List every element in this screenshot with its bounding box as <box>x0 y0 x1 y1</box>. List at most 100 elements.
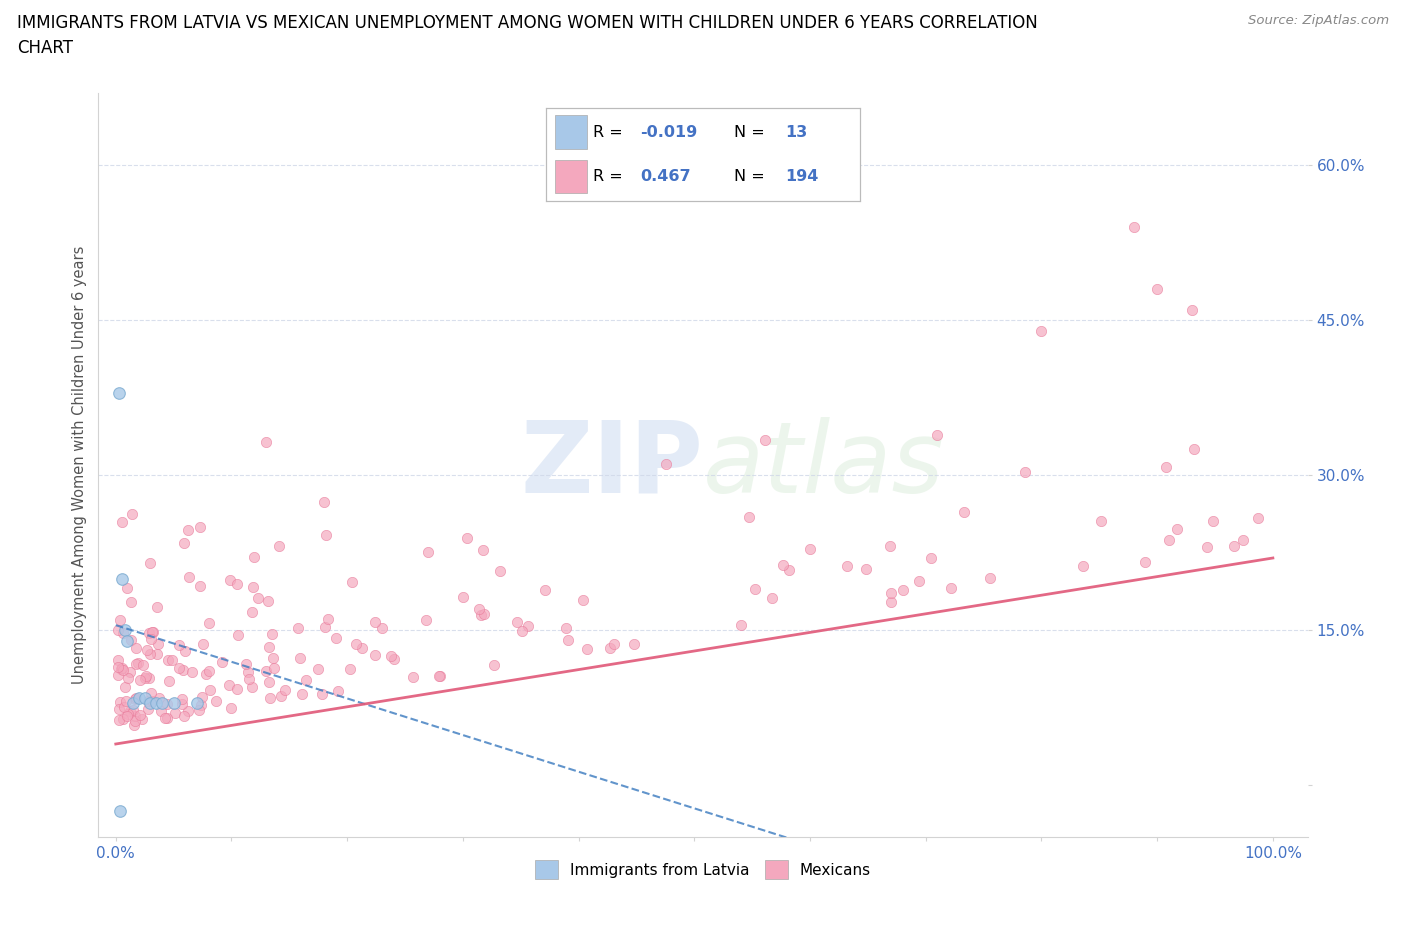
Point <box>240 680 263 695</box>
Point <box>1090 514 1112 529</box>
Point <box>156 697 179 711</box>
Point <box>225 682 247 697</box>
Point <box>925 428 948 443</box>
Point <box>125 657 148 671</box>
Point <box>247 591 270 605</box>
Point <box>799 541 821 556</box>
Point <box>738 510 761 525</box>
Point <box>326 684 349 698</box>
Point <box>141 685 163 700</box>
Point <box>226 628 249 643</box>
Point <box>325 631 347 645</box>
Point <box>156 711 179 725</box>
Point <box>235 657 257 671</box>
Point <box>163 706 186 721</box>
Point <box>108 612 131 627</box>
Point <box>218 573 240 588</box>
Point <box>111 515 134 530</box>
Point <box>744 582 766 597</box>
Point <box>181 664 204 679</box>
Point <box>111 660 134 675</box>
Point <box>1222 538 1244 553</box>
Point <box>114 680 136 695</box>
Point <box>148 691 170 706</box>
Point <box>575 641 598 656</box>
Text: atlas: atlas <box>703 417 945 513</box>
Point <box>139 631 162 646</box>
Point <box>344 636 367 651</box>
Point <box>221 700 243 715</box>
Point <box>1247 511 1270 525</box>
Point <box>110 804 132 818</box>
Point <box>122 696 145 711</box>
Point <box>139 696 162 711</box>
Point <box>173 536 195 551</box>
Point <box>879 538 901 553</box>
Point <box>1166 522 1188 537</box>
Point <box>153 711 176 725</box>
Point <box>242 579 264 594</box>
Point <box>121 632 143 647</box>
Point <box>136 643 159 658</box>
Point <box>415 613 437 628</box>
Point <box>1181 302 1204 317</box>
Point <box>254 435 277 450</box>
Point <box>429 669 451 684</box>
Point <box>122 702 145 717</box>
Point <box>167 638 190 653</box>
Point <box>269 538 291 553</box>
Point <box>225 577 247 591</box>
Point <box>117 633 139 648</box>
Point <box>468 602 491 617</box>
Point <box>1133 554 1156 569</box>
Y-axis label: Unemployment Among Women with Children Under 6 years: Unemployment Among Women with Children U… <box>72 246 87 684</box>
Point <box>124 708 146 723</box>
Point <box>257 674 280 689</box>
Point <box>142 624 165 639</box>
Point <box>134 671 156 685</box>
Text: CHART: CHART <box>17 39 73 57</box>
Point <box>384 652 406 667</box>
Point <box>371 621 394 636</box>
Point <box>1184 442 1206 457</box>
Point <box>141 625 163 640</box>
Point <box>340 574 363 589</box>
Point <box>294 672 316 687</box>
Point <box>318 611 340 626</box>
Point <box>170 692 193 707</box>
Point <box>1123 219 1146 234</box>
Point <box>121 594 143 609</box>
Point <box>141 694 163 709</box>
Point <box>111 626 134 641</box>
Point <box>107 653 129 668</box>
Point <box>115 694 138 709</box>
Point <box>1014 465 1036 480</box>
Point <box>1202 513 1225 528</box>
Point <box>198 664 221 679</box>
Point <box>952 504 974 519</box>
Point <box>339 661 361 676</box>
Point <box>111 711 134 726</box>
Point <box>256 664 278 679</box>
Point <box>117 671 139 685</box>
Point <box>108 385 131 400</box>
Point <box>198 683 221 698</box>
Point <box>125 690 148 705</box>
Point <box>257 640 280 655</box>
Point <box>193 636 215 651</box>
Point <box>176 523 198 538</box>
Point <box>108 702 131 717</box>
Point <box>131 711 153 726</box>
Point <box>1146 282 1168 297</box>
Point <box>893 582 915 597</box>
Text: ZIP: ZIP <box>520 417 703 513</box>
Point <box>1071 559 1094 574</box>
Point <box>173 643 195 658</box>
Point <box>115 580 138 595</box>
Point <box>186 696 208 711</box>
Point <box>145 696 167 711</box>
Point <box>146 636 169 651</box>
Point <box>138 671 160 685</box>
Point <box>979 570 1001 585</box>
Point <box>118 665 141 680</box>
